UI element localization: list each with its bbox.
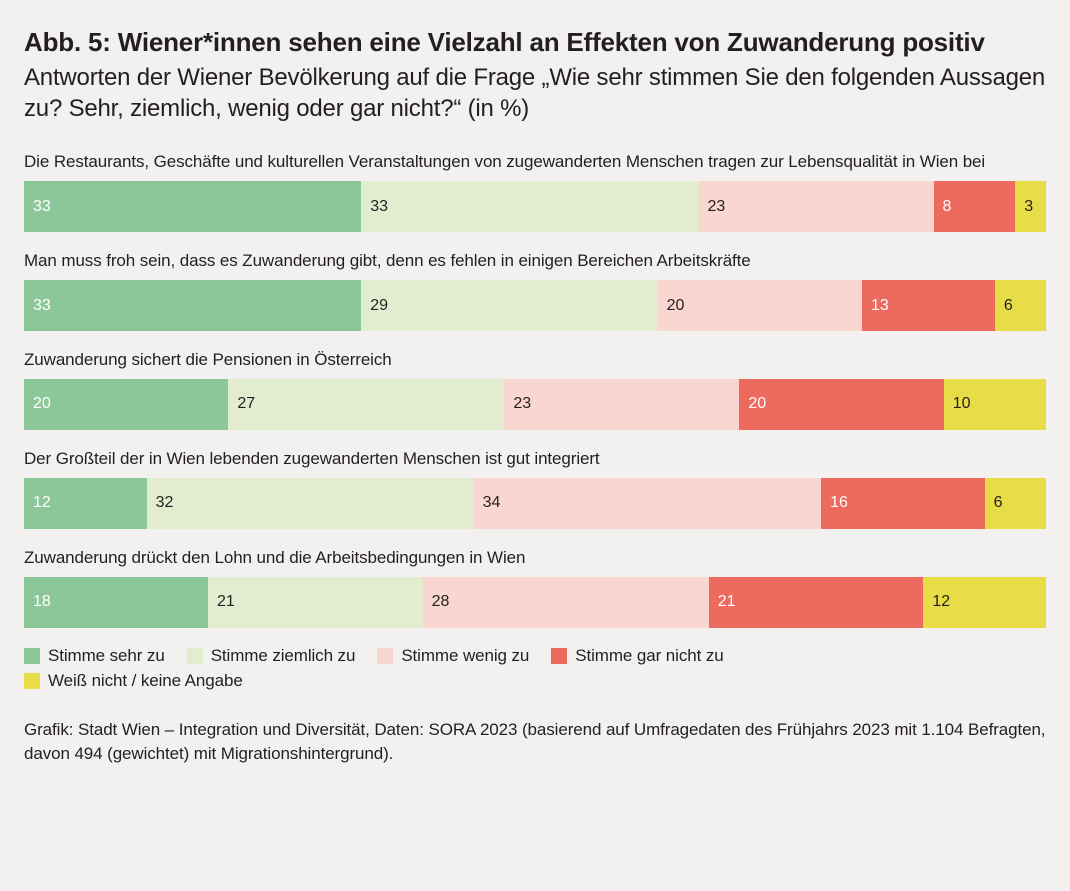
bar-segment-value: 6 xyxy=(1003,296,1013,314)
legend-item[interactable]: Stimme ziemlich zu xyxy=(186,645,356,666)
bar-segment-value: 20 xyxy=(748,395,767,413)
bar-segment-value: 23 xyxy=(513,395,532,413)
bar-segment: 12 xyxy=(24,477,147,529)
stacked-bar: 18 21 28 21 12 xyxy=(24,576,1046,628)
bar-segment: 3 xyxy=(1015,181,1046,233)
legend-label: Stimme gar nicht zu xyxy=(575,645,724,665)
stacked-bar: 33 29 20 13 6 xyxy=(24,280,1046,332)
bar-segment: 6 xyxy=(984,477,1046,529)
legend-item[interactable]: Stimme gar nicht zu xyxy=(551,645,724,666)
bar-segment: 33 xyxy=(361,181,699,233)
bar-segment-value: 12 xyxy=(33,494,51,512)
bar-segment: 23 xyxy=(504,378,740,430)
bar-segment: 33 xyxy=(24,280,362,332)
figure-subtitle: Antworten der Wiener Bevölkerung auf die… xyxy=(24,63,1046,123)
bar-segment-value: 21 xyxy=(216,593,235,611)
bar-segment: 21 xyxy=(207,576,423,628)
bar-segment-value: 3 xyxy=(1024,197,1034,215)
bar-segment-value: 28 xyxy=(431,593,450,611)
bar-segment-value: 20 xyxy=(33,395,51,413)
legend-label: Stimme sehr zu xyxy=(48,645,165,665)
figure-title: Abb. 5: Wiener*innen sehen eine Vielzahl… xyxy=(24,27,985,57)
chart-legend: Stimme sehr zu Stimme ziemlich zu Stimme w… xyxy=(24,646,1046,692)
chart-row: Zuwanderung drückt den Lohn und die Arbe… xyxy=(24,547,1046,628)
bar-segment-value: 13 xyxy=(871,296,889,314)
bar-segment: 23 xyxy=(698,181,934,233)
legend-label: Stimme wenig zu xyxy=(401,645,530,665)
chart-row: Zuwanderung sichert die Pensionen in Öst… xyxy=(24,349,1046,430)
bar-segment: 6 xyxy=(994,280,1046,332)
figure-source-note: Grafik: Stadt Wien – Integration und Div… xyxy=(24,719,1046,763)
legend-item[interactable]: Weiß nicht / keine Angabe xyxy=(24,671,243,691)
legend-swatch-icon xyxy=(377,648,394,665)
bar-segment: 20 xyxy=(657,280,863,332)
figure-header: Abb. 5: Wiener*innen sehen eine Vielzahl… xyxy=(24,0,1046,125)
bar-segment: 13 xyxy=(862,280,995,332)
bar-segment-value: 10 xyxy=(952,395,971,413)
bar-segment-value: 21 xyxy=(717,593,736,611)
bar-segment: 18 xyxy=(24,576,208,628)
bar-segment: 27 xyxy=(228,378,505,430)
chart-row-label: Der Großteil der in Wien lebenden zugewa… xyxy=(24,448,600,468)
legend-row: Weiß nicht / keine Angabe xyxy=(24,671,1046,691)
bar-segment-value: 6 xyxy=(993,494,1003,512)
legend-label: Weiß nicht / keine Angabe xyxy=(48,671,243,691)
bar-segment: 12 xyxy=(923,576,1046,628)
legend-label: Stimme ziemlich zu xyxy=(210,645,356,665)
bar-segment-value: 27 xyxy=(237,395,256,413)
bar-segment-value: 32 xyxy=(155,494,174,512)
bar-segment-value: 18 xyxy=(33,593,51,611)
chart-row: Man muss froh sein, dass es Zuwanderung … xyxy=(24,250,1046,332)
bar-segment-value: 34 xyxy=(482,494,501,512)
legend-swatch-icon xyxy=(24,673,40,690)
bar-segment: 32 xyxy=(146,477,474,529)
bar-segment: 20 xyxy=(24,378,229,430)
stacked-bar: 33 33 23 8 3 xyxy=(24,181,1046,233)
bar-segment: 28 xyxy=(422,576,709,628)
bar-segment: 21 xyxy=(708,576,924,628)
bar-segment-value: 33 xyxy=(33,197,51,215)
bar-segment-value: 33 xyxy=(370,197,389,215)
bar-segment-value: 33 xyxy=(33,296,51,314)
stacked-bar: 20 27 23 20 10 xyxy=(24,378,1046,430)
chart-row: Der Großteil der in Wien lebenden zugewa… xyxy=(24,448,1046,529)
bar-segment: 8 xyxy=(933,181,1016,233)
bar-segment: 16 xyxy=(821,477,985,529)
chart-row-label: Die Restaurants, Geschäfte und kulturell… xyxy=(24,152,986,172)
legend-item[interactable]: Stimme sehr zu xyxy=(24,646,165,666)
bar-segment-value: 23 xyxy=(707,197,726,215)
bar-segment: 29 xyxy=(361,280,658,332)
bar-segment: 20 xyxy=(739,378,944,430)
legend-swatch-icon xyxy=(24,648,40,665)
legend-row: Stimme sehr zu Stimme ziemlich zu Stimme w… xyxy=(24,646,1046,666)
bar-segment: 10 xyxy=(943,378,1046,430)
bar-segment-value: 12 xyxy=(932,593,951,611)
bar-segment-value: 16 xyxy=(830,494,848,512)
legend-swatch-icon xyxy=(551,648,568,665)
chart-row-label: Zuwanderung drückt den Lohn und die Arbe… xyxy=(24,547,526,567)
bar-segment-value: 8 xyxy=(942,197,952,215)
bar-segment-value: 20 xyxy=(666,296,685,314)
bar-segment: 33 xyxy=(24,181,362,233)
stacked-bar: 12 32 34 16 6 xyxy=(24,477,1046,529)
legend-swatch-icon xyxy=(186,648,203,665)
chart-row-label: Man muss froh sein, dass es Zuwanderung … xyxy=(24,251,751,271)
chart-row-label: Zuwanderung sichert die Pensionen in Öst… xyxy=(24,350,392,370)
bar-segment-value: 29 xyxy=(370,296,389,314)
bar-segment: 34 xyxy=(473,477,822,529)
chart-row: Die Restaurants, Geschäfte und kulturell… xyxy=(24,151,1046,233)
legend-item[interactable]: Stimme wenig zu xyxy=(377,646,529,666)
stacked-bar-chart: Die Restaurants, Geschäfte und kulturell… xyxy=(24,151,1046,628)
